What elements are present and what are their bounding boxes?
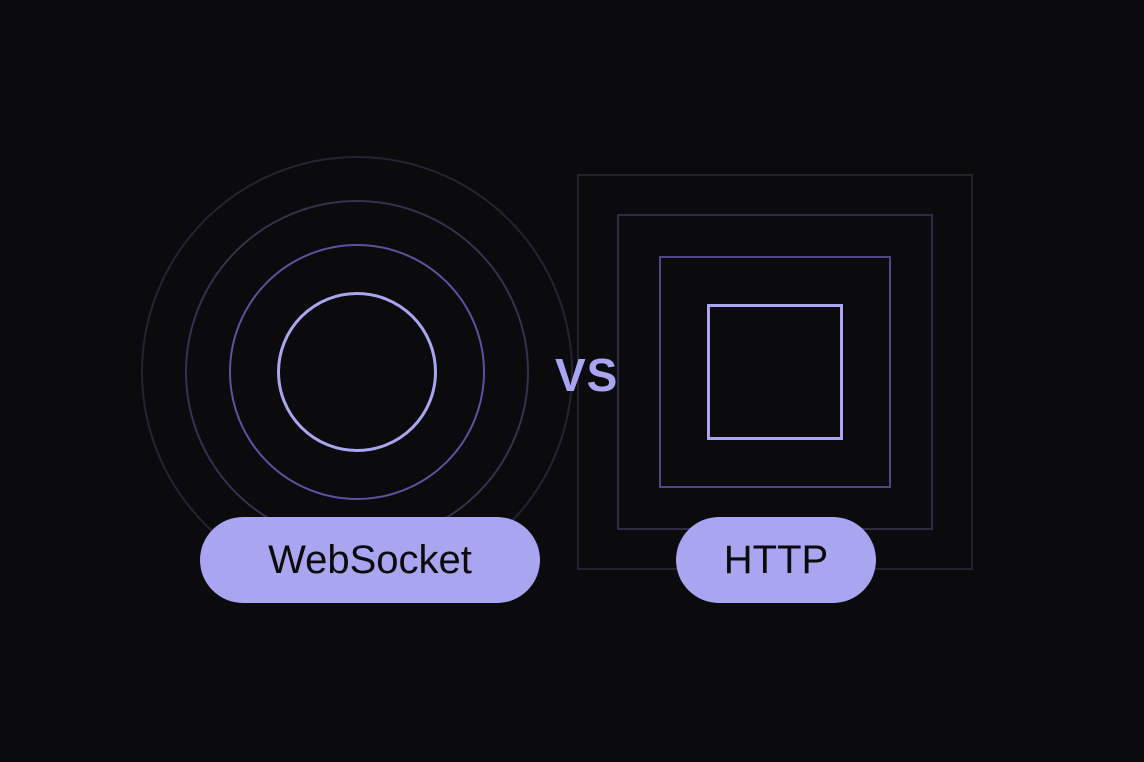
http-pill-label: HTTP bbox=[724, 538, 828, 583]
diagram-canvas: VS WebSocket HTTP bbox=[0, 0, 1144, 762]
http-square-4 bbox=[707, 304, 843, 440]
http-pill: HTTP bbox=[676, 517, 876, 603]
websocket-ring-4 bbox=[277, 292, 437, 452]
websocket-pill-label: WebSocket bbox=[268, 538, 472, 583]
vs-label: VS bbox=[555, 348, 618, 402]
websocket-pill: WebSocket bbox=[200, 517, 540, 603]
